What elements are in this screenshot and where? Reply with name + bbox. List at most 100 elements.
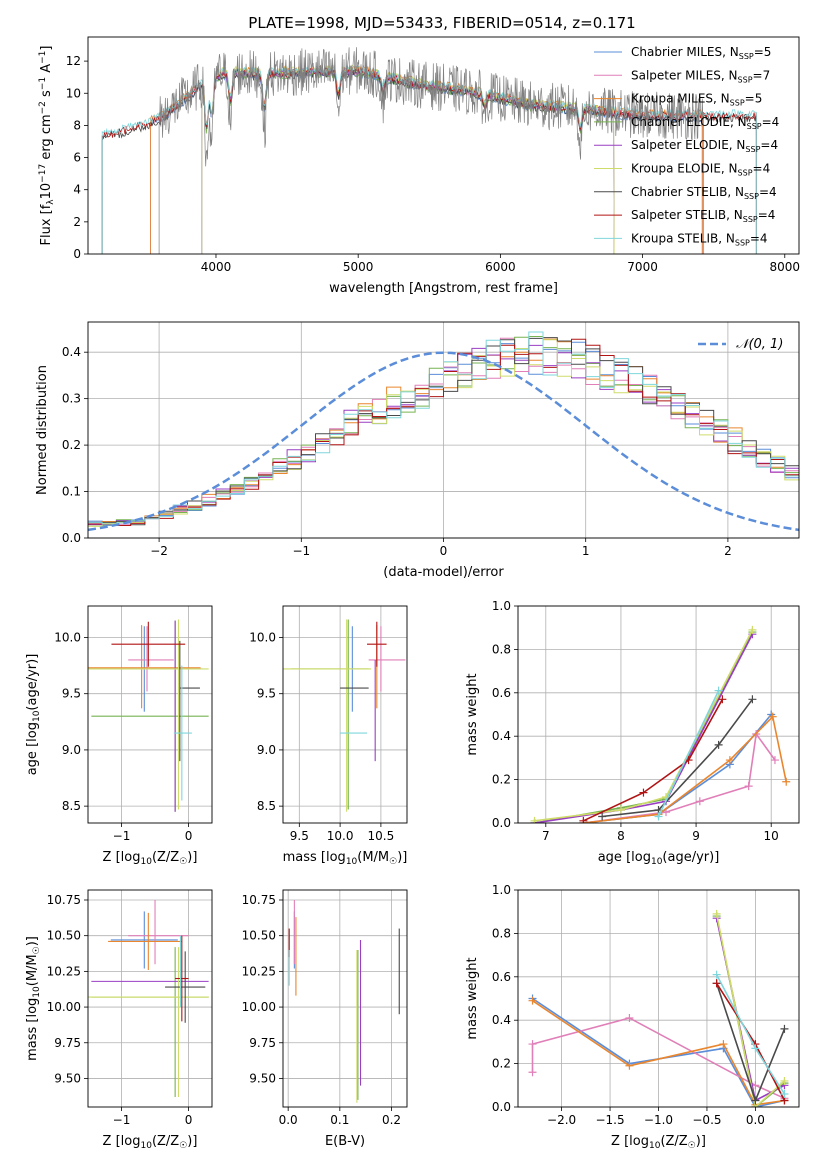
legend-subscript: SSP bbox=[743, 215, 758, 224]
axes-frame bbox=[87, 321, 800, 539]
label-part: 10 bbox=[39, 183, 54, 200]
label-part: )] bbox=[187, 850, 197, 865]
y-tick-label: 0.0 bbox=[492, 816, 511, 830]
weight-line bbox=[583, 731, 776, 823]
y-tick-label: 0.0 bbox=[492, 1100, 511, 1114]
y-tick-label: 1.0 bbox=[492, 599, 511, 613]
label-part: ( bbox=[152, 1134, 157, 1149]
weight-line bbox=[715, 913, 786, 1107]
errorbar-chabrier-elodie bbox=[291, 619, 369, 810]
label-part: 10 bbox=[140, 1141, 152, 1151]
legend-value: =4 bbox=[762, 115, 780, 129]
legend-series-name: Salpeter ELODIE, N bbox=[631, 138, 745, 152]
legend-subscript: SSP bbox=[738, 75, 753, 84]
x-tick-label: 10.0 bbox=[327, 829, 354, 843]
y-tick-label: 10.0 bbox=[54, 630, 81, 644]
legend-series-name: Chabrier MILES, N bbox=[631, 45, 739, 59]
label-part: λ bbox=[46, 199, 56, 205]
y-tick-label: 8.5 bbox=[62, 799, 81, 813]
errorbar-salpeter-stelib bbox=[367, 621, 387, 667]
x-tick-label: −1 bbox=[113, 829, 131, 843]
label-part: Normed distribution bbox=[35, 365, 50, 495]
panel-residuals: −2 −1 0 1 2 0.0 0.1 0.2 0.3 0.4 (data-model)/error… bbox=[35, 321, 800, 580]
x-tick-label: 8 bbox=[617, 829, 625, 843]
axes-frame bbox=[517, 605, 800, 824]
plot-area bbox=[88, 899, 209, 1098]
label-part: Z/Z bbox=[157, 1134, 179, 1149]
y-tick-label: 4 bbox=[73, 183, 81, 197]
model-spectrum-kroupa-miles bbox=[150, 64, 703, 254]
y-tick-label: 0.4 bbox=[492, 729, 511, 743]
errorbar-kroupa-miles bbox=[108, 912, 182, 970]
y-axis-label: mass weight bbox=[465, 957, 480, 1039]
label-part: ☉ bbox=[688, 1141, 696, 1151]
x-axis-label: (data-model)/error bbox=[383, 565, 504, 580]
weight-marker bbox=[780, 1076, 789, 1085]
x-tick-label: 7000 bbox=[627, 260, 658, 274]
label-part: (age/yr)] bbox=[662, 850, 719, 865]
y-tick-label: 10.50 bbox=[242, 929, 276, 943]
label-part: Z [log bbox=[103, 1134, 141, 1149]
weight-marker bbox=[748, 695, 757, 704]
y-tick-label: 9.5 bbox=[62, 687, 81, 701]
y-tick-label: 9.50 bbox=[249, 1071, 276, 1085]
label-part: mass [log bbox=[283, 850, 346, 865]
weight-series-salpeter-miles bbox=[528, 1014, 789, 1103]
x-tick-label: 10 bbox=[764, 829, 779, 843]
legend-series-name: Chabrier STELIB, N bbox=[631, 185, 744, 199]
y-tick-label: 9.75 bbox=[54, 1036, 81, 1050]
weight-line bbox=[534, 629, 754, 822]
weight-series-kroupa-elodie bbox=[712, 909, 789, 1107]
x-tick-label: 0.0 bbox=[279, 1113, 298, 1127]
axes-frame bbox=[282, 605, 408, 824]
legend-series-name: Salpeter STELIB, N bbox=[631, 208, 743, 222]
axes-frame bbox=[517, 889, 800, 1108]
y-tick-label: 0.4 bbox=[62, 345, 81, 359]
weight-marker bbox=[782, 777, 791, 786]
weight-line bbox=[715, 918, 785, 1102]
weight-marker bbox=[528, 996, 537, 1005]
panel-spectrum: 4000 5000 6000 7000 8000 0 2 4 6 8 10 12 wavelength … bbox=[38, 36, 801, 296]
x-tick-label: 6000 bbox=[485, 260, 516, 274]
y-axis-label: Normed distribution bbox=[35, 365, 50, 495]
legend-series-name: Kroupa STELIB, N bbox=[631, 231, 735, 245]
legend-label: Kroupa MILES, NSSP=5 bbox=[631, 92, 762, 108]
y-tick-label: 10.25 bbox=[242, 964, 276, 978]
label-part: ☉ bbox=[389, 857, 397, 867]
y-tick-label: 6 bbox=[73, 151, 81, 165]
legend-label: Chabrier ELODIE, NSSP=4 bbox=[631, 115, 779, 131]
y-tick-label: 9.0 bbox=[257, 743, 276, 757]
errorbar-salpeter-miles bbox=[128, 626, 174, 692]
legend-label: Chabrier STELIB, NSSP=4 bbox=[631, 185, 777, 201]
label-part: ☉ bbox=[32, 946, 42, 954]
legend-value: =5 bbox=[754, 45, 772, 59]
y-tick-label: 0.0 bbox=[62, 531, 81, 545]
x-tick-label: 5000 bbox=[343, 260, 374, 274]
plot-area bbox=[88, 619, 209, 812]
errorbar-salpeter-stelib bbox=[175, 935, 189, 1022]
weight-series-chabrier-elodie bbox=[530, 628, 757, 823]
label-part: (M/M bbox=[25, 954, 40, 986]
x-tick-label: 0.0 bbox=[746, 1113, 765, 1127]
x-axis-label: E(B-V) bbox=[325, 1134, 365, 1149]
label-part: −1 bbox=[38, 51, 48, 64]
weight-series-salpeter-elodie bbox=[712, 914, 789, 1105]
legend-value: =7 bbox=[753, 68, 771, 82]
plot-area bbox=[101, 47, 757, 254]
x-tick-label: 8000 bbox=[770, 260, 801, 274]
label-part: −17 bbox=[38, 164, 48, 183]
legend-subscript: SSP bbox=[730, 99, 745, 108]
y-tick-label: 8.5 bbox=[257, 799, 276, 813]
weight-marker bbox=[780, 1089, 789, 1098]
weight-marker bbox=[748, 625, 757, 634]
x-axis-label: wavelength [Angstrom, rest frame] bbox=[329, 281, 558, 296]
weight-marker bbox=[579, 816, 588, 823]
label-part: 10 bbox=[346, 857, 358, 867]
label-part: A bbox=[39, 64, 54, 77]
label-part: erg cm bbox=[39, 114, 54, 163]
y-tick-label: 10.0 bbox=[249, 630, 276, 644]
legend-series-name: Chabrier ELODIE, N bbox=[631, 115, 747, 129]
label-part: ☉ bbox=[179, 857, 187, 867]
legend-value: =4 bbox=[759, 185, 777, 199]
y-tick-label: 9.75 bbox=[249, 1036, 276, 1050]
